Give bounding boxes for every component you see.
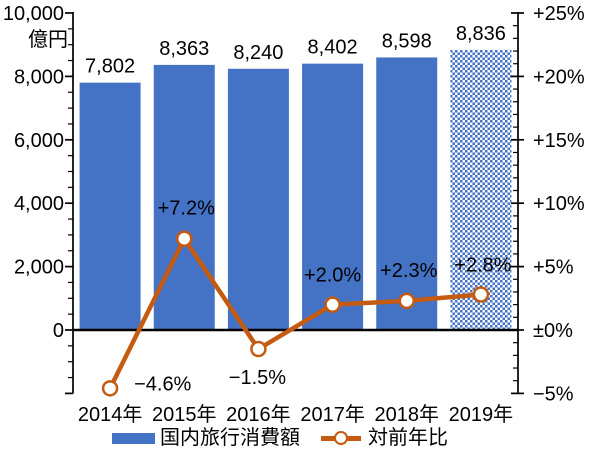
- x-axis-label: 2017年: [300, 403, 365, 426]
- line-marker-2016年: [250, 340, 267, 358]
- line-marker-2017年: [324, 296, 341, 313]
- bar-value-label: 8,598: [382, 30, 432, 52]
- bar-2017年: [302, 63, 364, 330]
- bar-2019年: [450, 49, 512, 330]
- bar-value-label: 8,402: [308, 37, 358, 59]
- x-axis-label: 2014年: [78, 403, 143, 426]
- line-marker-2015年: [176, 230, 193, 247]
- bar-value-label: 8,240: [233, 42, 283, 64]
- left-tick-label: 8,000: [14, 66, 64, 88]
- point-value-label: +2.8%: [454, 254, 511, 276]
- bar-2014年: [79, 82, 141, 330]
- yoy-line: [108, 234, 482, 390]
- bar-2018年: [376, 57, 438, 331]
- x-axis-label: 2015年: [152, 403, 217, 426]
- left-tick-label: 10,000: [3, 3, 64, 25]
- right-tick-label: ±0%: [533, 320, 573, 342]
- legend-line-marker-icon: [334, 430, 348, 445]
- point-value-label: +7.2%: [158, 198, 215, 220]
- legend-line-swatch: [321, 430, 361, 445]
- legend: 国内旅行消費額 対前年比: [112, 427, 448, 449]
- right-tick-label: +5%: [533, 257, 574, 279]
- right-tick-label: +25%: [533, 3, 585, 25]
- bar-value-label: 8,836: [456, 23, 506, 45]
- line-marker-2018年: [398, 292, 415, 310]
- legend-line-label: 対前年比: [368, 427, 448, 449]
- point-value-label: −1.5%: [229, 367, 286, 389]
- right-tick-label: −5%: [533, 383, 574, 405]
- x-axis-label: 2018年: [375, 403, 440, 426]
- legend-bar-swatch: [112, 432, 155, 444]
- bar-2015年: [153, 64, 215, 331]
- bar-value-label: 7,802: [85, 56, 135, 78]
- left-tick-label: 0: [53, 320, 64, 342]
- left-tick-label: 2,000: [14, 257, 64, 279]
- point-value-label: −4.6%: [134, 373, 191, 395]
- line-marker-2014年: [101, 380, 119, 397]
- bar-2016年: [227, 68, 289, 331]
- left-tick-label: 4,000: [14, 193, 64, 215]
- bar-value-label: 8,363: [159, 38, 209, 60]
- x-axis-label: 2019年: [449, 403, 514, 426]
- point-value-label: +2.0%: [304, 265, 361, 287]
- x-axis-label: 2016年: [226, 403, 291, 426]
- left-axis-title: 億円: [28, 29, 68, 51]
- legend-bar-label: 国内旅行消費額: [160, 427, 300, 449]
- left-tick-label: 6,000: [14, 130, 64, 152]
- line-marker-2019年: [472, 286, 490, 303]
- right-tick-label: +20%: [533, 66, 585, 88]
- right-tick-label: +15%: [533, 130, 585, 152]
- point-value-label: +2.3%: [380, 260, 437, 282]
- right-tick-label: +10%: [533, 193, 585, 215]
